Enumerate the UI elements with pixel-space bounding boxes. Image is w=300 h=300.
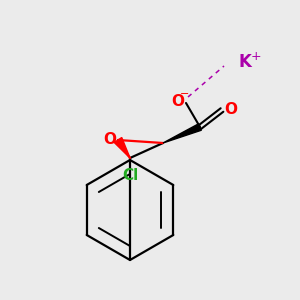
Polygon shape: [163, 124, 201, 143]
Polygon shape: [114, 137, 130, 158]
Text: O: O: [172, 94, 184, 109]
Text: −: −: [180, 89, 190, 99]
Text: Cl: Cl: [122, 169, 138, 184]
Text: K: K: [238, 53, 251, 71]
Text: O: O: [224, 103, 238, 118]
Text: +: +: [251, 50, 262, 62]
Text: O: O: [103, 133, 116, 148]
